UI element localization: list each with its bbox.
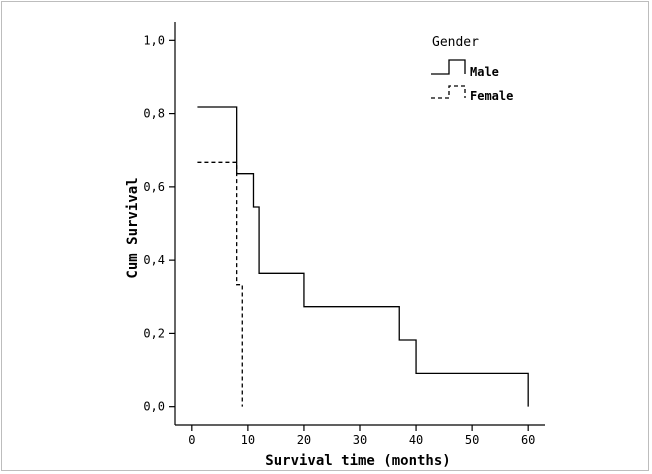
x-tick-label: 20: [297, 433, 311, 447]
legend-title: Gender: [432, 35, 479, 50]
y-tick-label: 0,4: [143, 253, 165, 267]
ticks: 0,0 0,2 0,4 0,6 0,8 1,0 0 10 20 30 40 50 60: [143, 33, 535, 447]
x-tick-label: 30: [353, 433, 367, 447]
x-tick-label: 0: [188, 433, 195, 447]
legend: Gender Male Female: [431, 35, 513, 103]
x-tick-label: 10: [241, 433, 255, 447]
x-axis-title: Survival time (months): [265, 453, 450, 469]
legend-swatch-female: [431, 85, 466, 99]
x-tick-label: 60: [521, 433, 535, 447]
y-tick-label: 0,8: [143, 107, 165, 121]
x-tick-label: 50: [465, 433, 479, 447]
axes: [174, 22, 545, 426]
y-tick-label: 0,2: [143, 326, 165, 340]
x-tick-label: 40: [409, 433, 423, 447]
series-line-male: [197, 106, 529, 407]
legend-swatch-male: [431, 59, 466, 75]
y-tick-label: 1,0: [143, 33, 165, 47]
y-tick-label: 0,0: [143, 400, 165, 414]
series-line-female: [197, 161, 243, 407]
y-axis-title: Cum Survival: [125, 177, 141, 278]
y-tick-label: 0,6: [143, 180, 165, 194]
legend-label-female: Female: [470, 89, 513, 103]
legend-label-male: Male: [470, 65, 499, 79]
series-lines: [197, 106, 529, 407]
